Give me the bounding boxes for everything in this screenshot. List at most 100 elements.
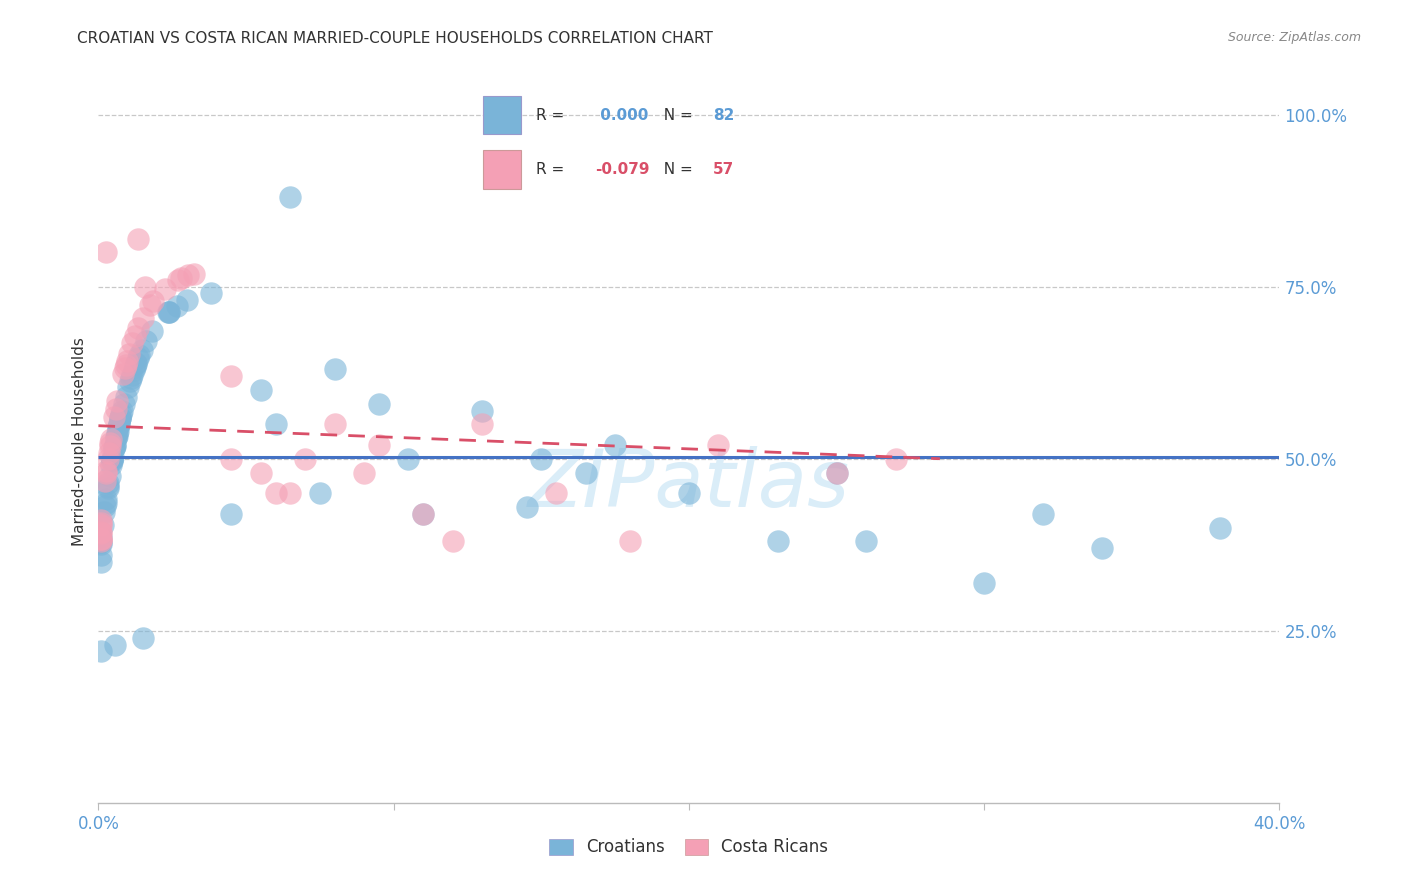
Text: N =: N = xyxy=(654,108,697,123)
Point xyxy=(134,279,156,293)
Point xyxy=(105,430,128,444)
Point xyxy=(280,190,302,204)
Point xyxy=(127,231,149,245)
Point xyxy=(530,451,553,466)
Point xyxy=(1209,520,1232,534)
Legend: Croatians, Costa Ricans: Croatians, Costa Ricans xyxy=(543,831,835,863)
Point xyxy=(250,383,273,397)
Point xyxy=(471,417,494,432)
Point xyxy=(127,351,149,365)
Point xyxy=(105,428,128,442)
Point xyxy=(94,467,117,481)
Point xyxy=(176,293,198,308)
Point xyxy=(441,534,464,549)
Point xyxy=(98,435,121,450)
Point xyxy=(166,273,188,287)
Point xyxy=(157,305,180,319)
Point xyxy=(221,369,243,384)
Text: ZIPatlas: ZIPatlas xyxy=(527,446,851,524)
Point xyxy=(110,411,132,425)
Point xyxy=(112,367,135,381)
Point xyxy=(124,328,146,343)
Point xyxy=(110,410,132,425)
Point xyxy=(100,458,122,472)
Point xyxy=(90,537,112,551)
Point xyxy=(122,363,145,377)
Point xyxy=(90,548,112,562)
Point xyxy=(101,452,124,467)
Point xyxy=(90,535,112,549)
Point xyxy=(398,451,420,466)
Point xyxy=(94,491,117,506)
Point xyxy=(118,347,141,361)
Point xyxy=(125,357,148,371)
Point xyxy=(105,430,128,444)
Point xyxy=(323,417,346,432)
Point xyxy=(117,380,139,394)
Y-axis label: Married-couple Households: Married-couple Households xyxy=(72,337,87,546)
Point xyxy=(157,304,180,318)
Point xyxy=(127,321,149,335)
Point xyxy=(108,417,131,431)
Point xyxy=(118,374,141,388)
Point xyxy=(110,407,132,421)
Point xyxy=(264,486,287,500)
Point xyxy=(104,638,127,652)
Point xyxy=(121,335,143,350)
Point xyxy=(157,304,180,318)
Point xyxy=(98,439,121,453)
Point xyxy=(108,417,131,432)
Point xyxy=(368,438,391,452)
Point xyxy=(91,518,114,533)
Point xyxy=(575,466,598,480)
Point xyxy=(90,513,112,527)
Point xyxy=(110,410,132,425)
Point xyxy=(90,524,112,539)
Point xyxy=(105,426,128,441)
Point xyxy=(90,532,112,546)
Point xyxy=(141,324,163,338)
Point xyxy=(120,371,142,385)
Point xyxy=(200,285,222,300)
Point xyxy=(90,555,112,569)
Point xyxy=(114,390,136,404)
Point xyxy=(183,267,205,281)
Point xyxy=(100,432,122,446)
Point xyxy=(546,486,568,500)
Point xyxy=(353,466,375,480)
Point xyxy=(153,282,176,296)
Point xyxy=(114,361,136,376)
Point xyxy=(90,532,112,546)
Point xyxy=(619,534,641,549)
Point xyxy=(412,507,434,521)
Point xyxy=(855,534,877,549)
Point xyxy=(107,424,129,438)
Point xyxy=(97,446,120,460)
Point xyxy=(115,353,138,368)
Point xyxy=(412,507,434,521)
Point xyxy=(131,343,153,358)
Point xyxy=(135,334,157,348)
Point xyxy=(103,442,125,456)
Text: CROATIAN VS COSTA RICAN MARRIED-COUPLE HOUSEHOLDS CORRELATION CHART: CROATIAN VS COSTA RICAN MARRIED-COUPLE H… xyxy=(77,31,713,46)
Point xyxy=(516,500,538,514)
Point xyxy=(97,452,120,467)
Point xyxy=(280,486,302,500)
Point xyxy=(605,438,627,452)
Point xyxy=(90,534,112,549)
Text: 57: 57 xyxy=(713,161,734,177)
Text: Source: ZipAtlas.com: Source: ZipAtlas.com xyxy=(1227,31,1361,45)
Point xyxy=(105,394,128,409)
Text: 82: 82 xyxy=(713,108,734,123)
Text: -0.079: -0.079 xyxy=(595,161,650,177)
Point xyxy=(1091,541,1114,556)
Point xyxy=(97,479,120,493)
Point xyxy=(90,518,112,533)
Point xyxy=(170,271,193,285)
Point xyxy=(323,362,346,376)
Point xyxy=(166,299,188,313)
Point xyxy=(114,358,136,372)
Point xyxy=(132,310,155,325)
Point xyxy=(124,359,146,374)
Point xyxy=(368,397,391,411)
